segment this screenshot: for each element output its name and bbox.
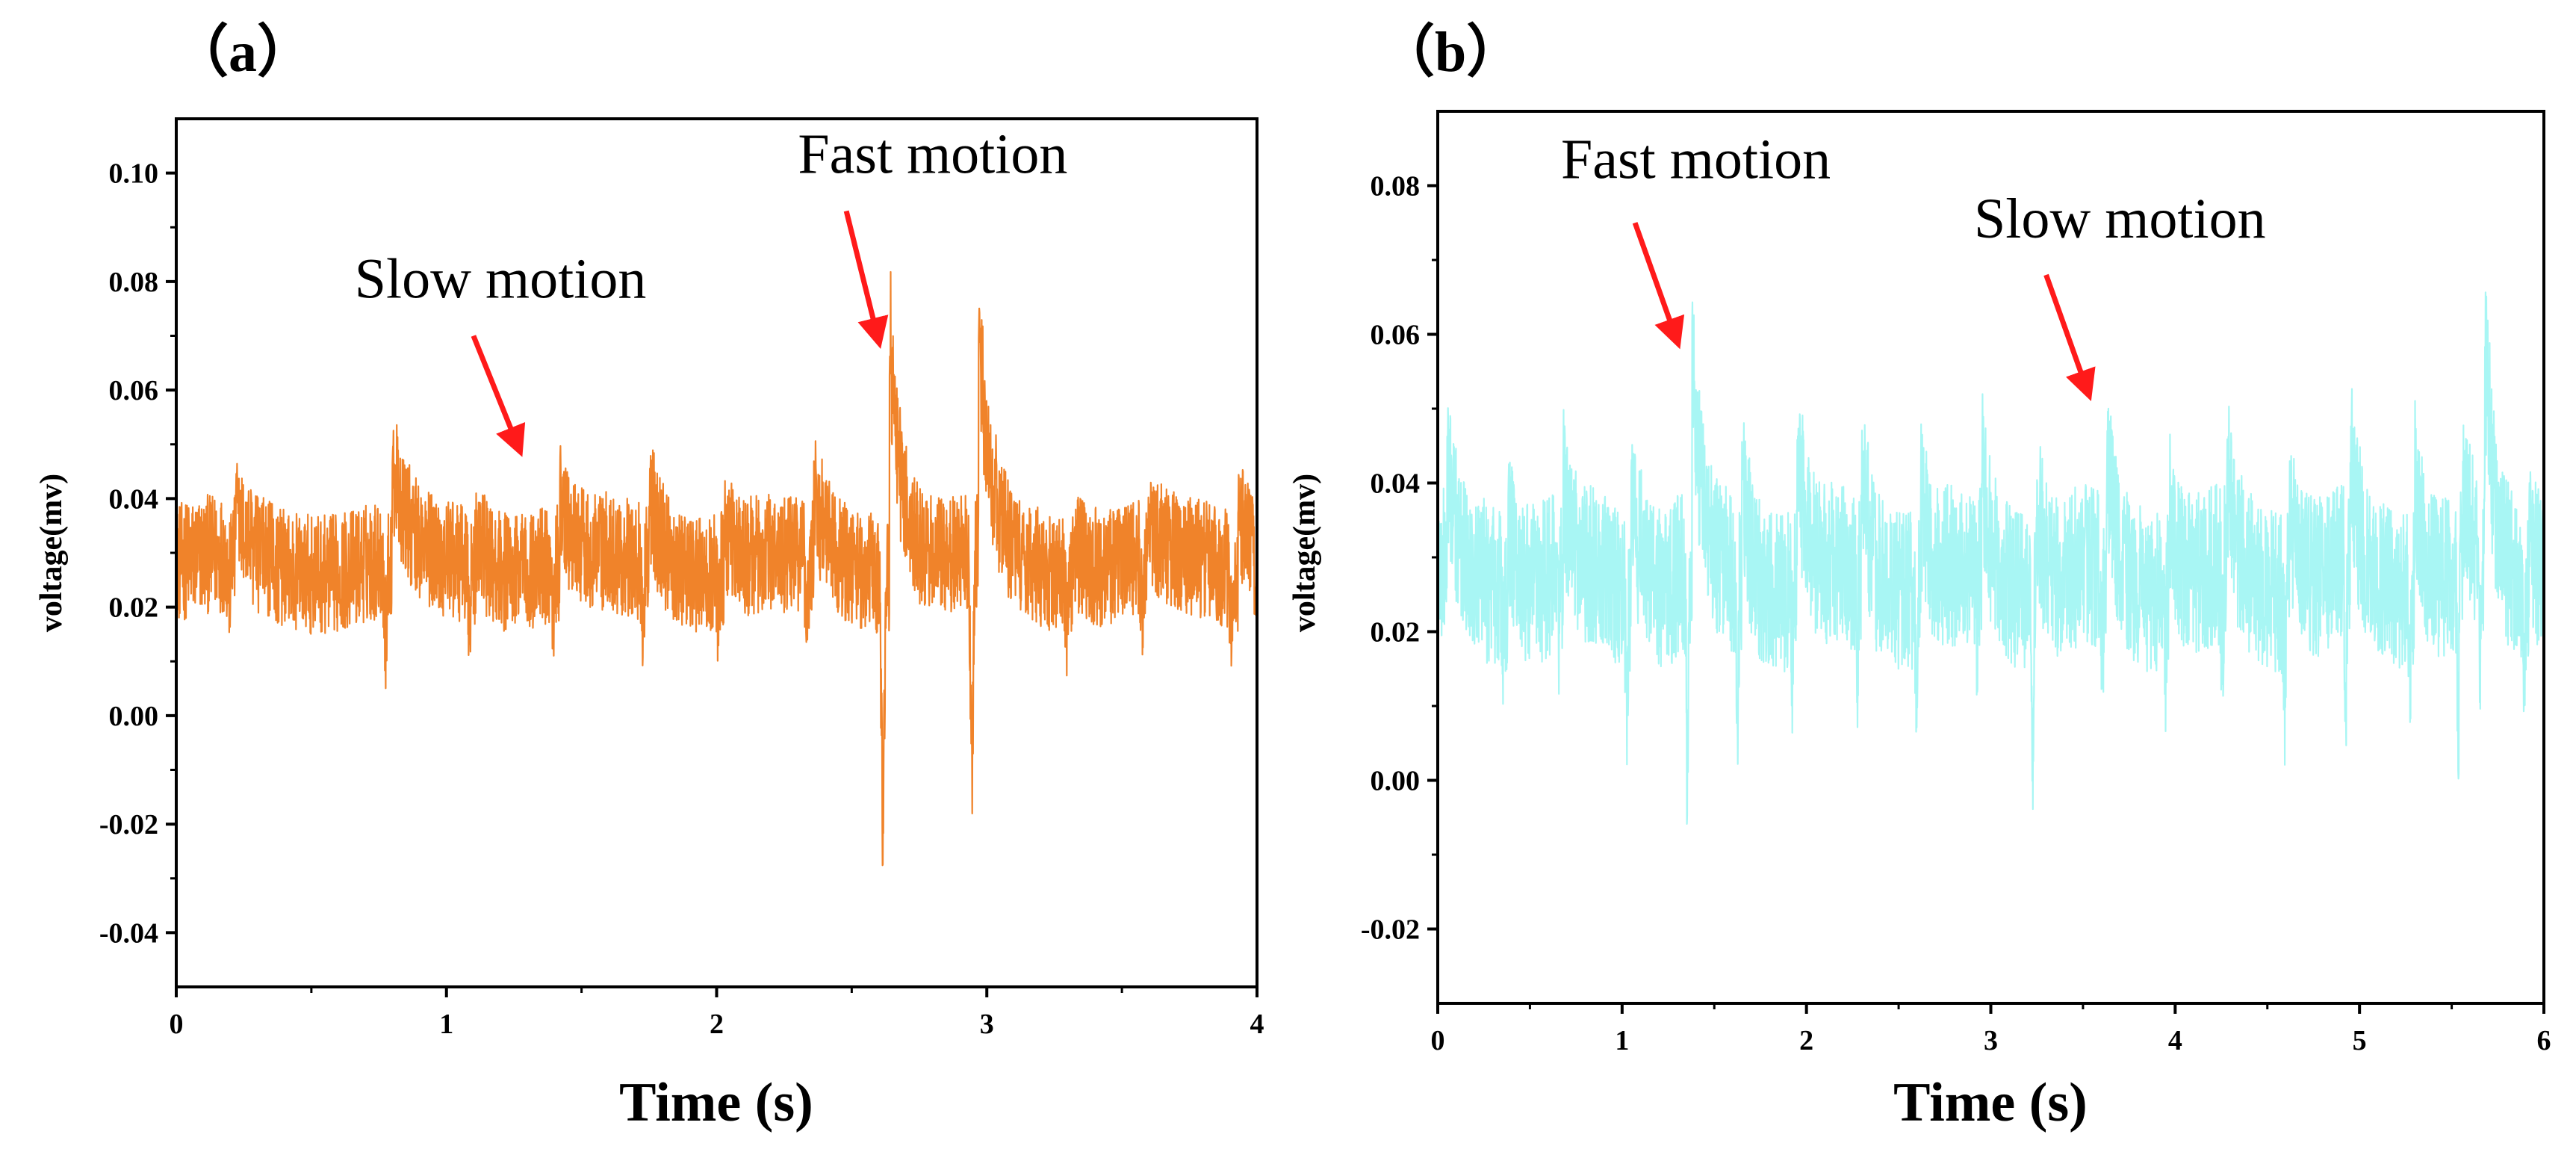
panel-label-a: （a） [172, 21, 314, 84]
y-tick-label: 0.00 [1371, 766, 1421, 797]
y-tick-label: -0.02 [1361, 914, 1420, 946]
y-axis-label-b: voltage(mv) [1288, 474, 1322, 632]
x-tick-label: 2 [710, 1009, 724, 1040]
x-tick-label: 5 [2353, 1025, 2367, 1056]
x-tick-label: 1 [439, 1009, 453, 1040]
annotation-fast-motion-a: Fast motion [798, 123, 1067, 186]
y-tick-label: 0.04 [109, 483, 159, 515]
y-tick-label: 0.02 [1371, 617, 1421, 648]
plot-area-a [176, 270, 1258, 867]
x-ticks-b: 0 1 2 3 4 5 6 [1431, 1003, 2551, 1056]
plot-frame-b [1436, 110, 2545, 1005]
annotation-arrow-slow-b [2043, 273, 2096, 401]
y-tick-label: 0.08 [109, 267, 159, 298]
annotations-a: Slow motion Fast motion [355, 123, 1067, 457]
x-tick-label: 2 [1799, 1025, 1813, 1056]
y-tick-label: 0.10 [109, 158, 159, 190]
x-tick-label: 4 [2168, 1025, 2182, 1056]
annotation-arrow-slow-a [471, 335, 526, 457]
series-line-voltage [1436, 291, 2545, 826]
x-tick-label: 1 [1615, 1025, 1629, 1056]
y-tick-label: 0.06 [109, 375, 159, 406]
x-axis-label-a: Time (s) [619, 1072, 813, 1133]
x-tick-label: 6 [2537, 1025, 2551, 1056]
y-tick-label: 0.00 [109, 701, 159, 732]
y-axis-label-a: voltage(mv) [34, 474, 69, 632]
plot-frame-a [175, 117, 1258, 988]
x-tick-label: 3 [1984, 1025, 1998, 1056]
x-tick-label: 0 [170, 1009, 184, 1040]
y-tick-label: 0.02 [109, 592, 159, 624]
x-tick-label: 0 [1431, 1025, 1445, 1056]
annotations-b: Fast motion Slow motion [1561, 128, 2266, 401]
annotation-fast-motion-b: Fast motion [1561, 128, 1831, 191]
y-ticks-a: -0.04 -0.02 0.00 0.02 0.04 0.06 0.08 0.10 [99, 158, 176, 949]
x-tick-label: 3 [980, 1009, 994, 1040]
chart-panel-a: （a） -0.04 -0.02 0.00 0.02 0.04 0.06 0.08 0.10 0… [34, 21, 1264, 1133]
y-tick-label: 0.06 [1371, 320, 1421, 351]
y-tick-label: -0.02 [99, 809, 158, 840]
annotation-slow-motion-b: Slow motion [1974, 188, 2266, 250]
x-tick-label: 4 [1250, 1009, 1264, 1040]
x-ticks-a: 0 1 2 3 4 [170, 987, 1264, 1040]
plot-area-b [1436, 291, 2545, 826]
annotation-arrow-fast-a [843, 210, 889, 349]
y-ticks-b: -0.02 0.00 0.02 0.04 0.06 0.08 [1361, 171, 1438, 946]
series-line-voltage [176, 270, 1258, 867]
chart-panel-b: （b） -0.02 0.00 0.02 0.04 0.06 0.08 0 1 2 3 4 5 6 vo… [1288, 21, 2551, 1133]
x-axis-label-b: Time (s) [1893, 1072, 2088, 1133]
panel-label-b: （b） [1378, 21, 1523, 84]
y-tick-label: 0.08 [1371, 171, 1421, 202]
annotation-arrow-fast-b [1632, 222, 1685, 350]
y-tick-label: -0.04 [99, 917, 158, 949]
annotation-slow-motion-a: Slow motion [355, 248, 647, 311]
y-tick-label: 0.04 [1371, 468, 1421, 500]
